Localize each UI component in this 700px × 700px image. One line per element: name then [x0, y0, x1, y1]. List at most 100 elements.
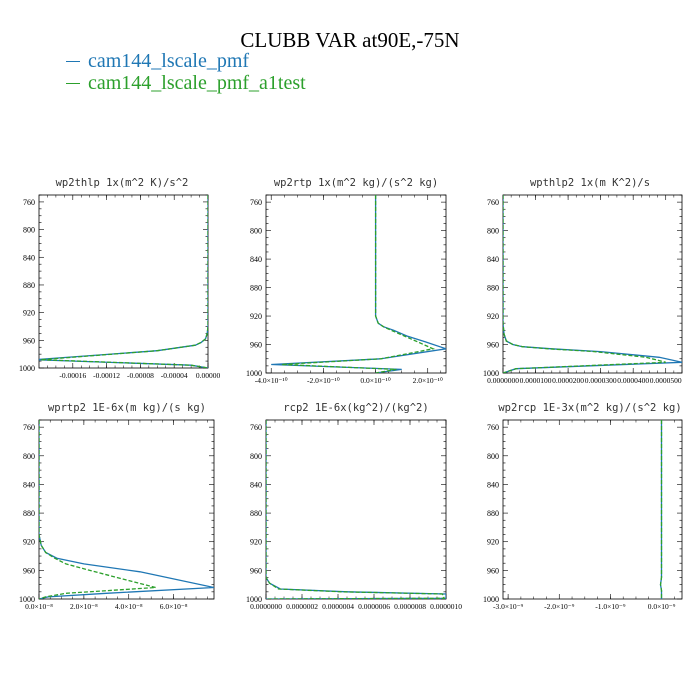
- x-tick-label: 0.0000400: [617, 376, 649, 385]
- panel-title: wp2rtp 1x(m^2 kg)/(s^2 kg): [274, 177, 438, 189]
- plot-frame: [502, 194, 683, 374]
- legend-line-icon: [66, 60, 80, 62]
- panel-title: wpthlp2 1x(m K^2)/s: [530, 177, 650, 189]
- y-tick-label: 960: [23, 566, 35, 575]
- x-tick-label: 0.0000100: [520, 376, 552, 385]
- panel-title: wp2thlp 1x(m^2 K)/s^2: [56, 177, 189, 189]
- x-tick-label: 0.0000006: [358, 602, 390, 611]
- x-tick-label: -2.0×10⁻¹⁰: [307, 376, 340, 385]
- y-tick-label: 960: [487, 341, 499, 350]
- series-line: [39, 420, 214, 599]
- y-tick-label: 800: [487, 452, 499, 461]
- y-tick-label: 960: [250, 566, 262, 575]
- legend-line-icon: [66, 82, 80, 84]
- y-tick-label: 960: [250, 341, 262, 350]
- y-tick-label: 800: [23, 226, 35, 235]
- y-tick-label: 880: [487, 284, 499, 293]
- x-tick-label: 0.0000008: [394, 602, 426, 611]
- x-tick-label: 2.0×10⁻¹⁰: [413, 376, 443, 385]
- y-tick-label: 960: [23, 336, 35, 345]
- x-tick-label: 2.0×10⁻⁸: [70, 602, 98, 611]
- series-line: [266, 420, 446, 599]
- x-tick-label: 0.0×10⁻⁸: [25, 602, 53, 611]
- y-tick-label: 760: [487, 198, 499, 207]
- x-tick-label: 4.0×10⁻⁸: [115, 602, 143, 611]
- series-line: [40, 195, 208, 368]
- x-tick-label: 0.0000500: [650, 376, 682, 385]
- y-tick-label: 800: [23, 452, 35, 461]
- y-tick-label: 840: [250, 255, 262, 264]
- y-tick-label: 880: [23, 509, 35, 518]
- y-tick-label: 760: [23, 198, 35, 207]
- y-tick-label: 920: [23, 538, 35, 547]
- x-tick-label: -0.00012: [93, 371, 120, 380]
- y-tick-label: 1000: [246, 595, 262, 604]
- series-line: [281, 195, 436, 373]
- panel-title: rcp2 1E-6x(kg^2)/(kg^2): [283, 402, 428, 414]
- plot-frame: [38, 419, 215, 600]
- series-line: [659, 420, 663, 599]
- y-tick-label: 880: [487, 509, 499, 518]
- y-tick-label: 840: [23, 480, 35, 489]
- y-tick-label: 840: [487, 255, 499, 264]
- x-tick-label: 0.0000000: [250, 602, 282, 611]
- x-tick-label: 0.0000010: [430, 602, 462, 611]
- y-tick-label: 800: [487, 227, 499, 236]
- y-tick-label: 880: [250, 509, 262, 518]
- y-tick-label: 840: [487, 480, 499, 489]
- x-tick-label: -0.00004: [161, 371, 188, 380]
- y-tick-label: 1000: [246, 369, 262, 378]
- x-tick-label: 0.0×10⁻¹⁰: [360, 376, 390, 385]
- series-line: [39, 195, 208, 368]
- figure-title: CLUBB VAR at90E,-75N: [240, 28, 460, 52]
- plot-frame: [265, 194, 447, 374]
- y-tick-label: 1000: [483, 595, 499, 604]
- y-tick-label: 920: [250, 538, 262, 547]
- x-tick-label: -0.00008: [127, 371, 154, 380]
- y-tick-label: 920: [487, 312, 499, 321]
- panel-title: wp2rcp 1E-3x(m^2 kg)/(s^2 kg): [498, 402, 681, 414]
- y-tick-label: 760: [23, 423, 35, 432]
- legend-label: cam144_lscale_pmf: [88, 50, 250, 72]
- x-tick-label: 0.0×10⁻⁹: [648, 602, 676, 611]
- y-tick-label: 840: [23, 253, 35, 262]
- legend-entry: cam144_lscale_pmf_a1test: [66, 72, 306, 95]
- series-line: [39, 420, 156, 599]
- panel-title: wprtp2 1E-6x(m kg)/(s kg): [48, 402, 206, 414]
- y-tick-label: 840: [250, 480, 262, 489]
- x-tick-label: 0.00000: [196, 371, 221, 380]
- x-tick-label: 0.0000300: [585, 376, 617, 385]
- y-tick-label: 1000: [483, 369, 499, 378]
- x-tick-label: -3.0×10⁻⁹: [493, 602, 524, 611]
- x-tick-label: 0.0000000: [487, 376, 519, 385]
- plot-frame: [265, 419, 447, 600]
- series-line: [271, 195, 446, 373]
- x-tick-label: -0.00016: [59, 371, 86, 380]
- y-tick-label: 920: [487, 538, 499, 547]
- y-tick-label: 880: [23, 281, 35, 290]
- x-tick-label: -1.0×10⁻⁹: [595, 602, 626, 611]
- series-line: [503, 195, 666, 373]
- y-tick-label: 920: [23, 309, 35, 318]
- plot-frame: [502, 419, 683, 600]
- y-tick-label: 800: [250, 452, 262, 461]
- y-tick-label: 760: [487, 423, 499, 432]
- x-tick-label: -4.0×10⁻¹⁰: [255, 376, 288, 385]
- x-tick-label: 0.0000002: [286, 602, 318, 611]
- x-tick-label: 0.0000200: [552, 376, 584, 385]
- y-tick-label: 880: [250, 284, 262, 293]
- y-tick-label: 800: [250, 227, 262, 236]
- x-tick-label: -2.0×10⁻⁹: [544, 602, 575, 611]
- plot-frame: [38, 194, 209, 369]
- y-tick-label: 1000: [19, 364, 35, 373]
- x-tick-label: 6.0×10⁻⁸: [160, 602, 188, 611]
- y-tick-label: 760: [250, 423, 262, 432]
- series-line: [503, 195, 682, 373]
- x-tick-label: 0.0000004: [322, 602, 354, 611]
- series-line: [266, 420, 446, 599]
- y-tick-label: 960: [487, 566, 499, 575]
- legend-entry: cam144_lscale_pmf: [66, 50, 249, 73]
- y-tick-label: 920: [250, 312, 262, 321]
- y-tick-label: 760: [250, 198, 262, 207]
